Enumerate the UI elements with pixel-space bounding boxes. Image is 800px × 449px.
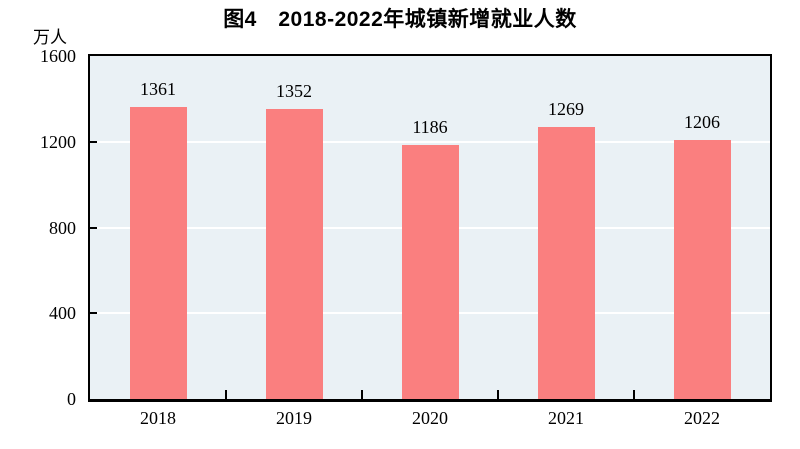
chart-title: 图4 2018-2022年城镇新增就业人数 <box>223 8 577 31</box>
bar <box>265 109 323 399</box>
x-tick-label: 2020 <box>412 408 448 428</box>
y-axis-labels: 0 400 800 1200 1600 <box>0 0 80 449</box>
y-tick-label: 400 <box>49 303 76 324</box>
x-tick-mark <box>361 390 363 399</box>
x-tick-label: 2018 <box>140 408 176 428</box>
y-tick-mark <box>90 312 97 315</box>
y-tick-label: 800 <box>49 217 76 238</box>
x-tick-label: 2019 <box>276 408 312 428</box>
bar-value-label: 1352 <box>276 81 312 102</box>
plot-area: 1361 1352 1186 1269 1206 <box>88 54 772 402</box>
y-tick-label: 0 <box>67 389 76 409</box>
x-tick-label: 2021 <box>548 408 584 428</box>
bar-value-label: 1206 <box>684 112 720 133</box>
x-tick-label: 2022 <box>684 408 720 428</box>
bar-value-label: 1186 <box>412 116 448 137</box>
y-tick-mark <box>90 226 97 229</box>
x-tick-mark <box>497 390 499 399</box>
x-tick-mark <box>633 390 635 399</box>
bar <box>537 126 595 399</box>
x-tick-mark <box>225 390 227 399</box>
y-axis-unit-label: 万人 <box>33 28 67 47</box>
y-tick-label: 1200 <box>40 131 76 152</box>
gridline <box>90 140 770 143</box>
y-tick-label: 1600 <box>40 46 76 66</box>
bar <box>129 107 187 399</box>
bar-value-label: 1269 <box>548 98 584 119</box>
y-tick-mark <box>90 140 97 143</box>
bar <box>401 144 459 399</box>
bar <box>673 140 731 399</box>
bar-value-label: 1361 <box>140 79 176 100</box>
